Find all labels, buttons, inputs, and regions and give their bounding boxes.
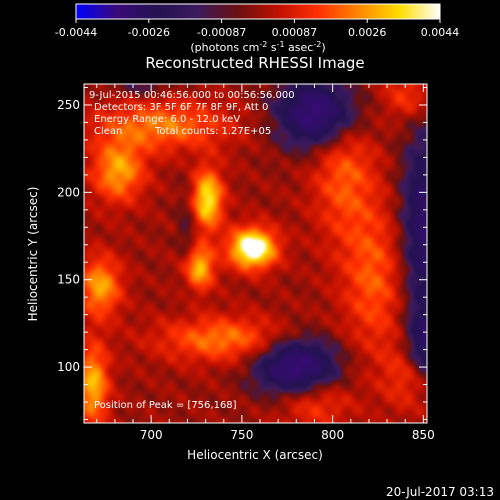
clean-method: Clean xyxy=(94,126,122,137)
y-axis-label: Heliocentric Y (arcsec) xyxy=(26,187,40,322)
x-tick-label: 700 xyxy=(140,428,163,442)
x-tick-label: 800 xyxy=(321,428,344,442)
detectors-info: Detectors: 3F 5F 6F 7F 8F 9F, Att 0 xyxy=(94,102,268,113)
colorbar-tick-label: 0.0044 xyxy=(421,26,460,39)
colorbar-tick-label: -0.0026 xyxy=(128,26,170,39)
colorbar-units: (photons cm-2 s-1 asec-2) xyxy=(190,40,325,54)
axis-ticks: 700 750 800 850 100 150 200 250 xyxy=(57,84,435,442)
colorbar-ticks: -0.0044 -0.0026 -0.00087 0.00087 0.0026 0.004… xyxy=(55,19,459,39)
x-tick-label: 850 xyxy=(412,428,435,442)
observation-time: 9-Jul-2015 00:46:56.000 to 00:56:56.000 xyxy=(89,90,295,101)
colorbar-tick-label: -0.00087 xyxy=(197,26,246,39)
y-tick-label: 100 xyxy=(57,360,80,374)
heatmap-image xyxy=(84,84,427,423)
colorbar-tick-label: 0.00087 xyxy=(272,26,318,39)
y-tick-label: 150 xyxy=(57,273,80,287)
colorbar-tick-label: 0.0026 xyxy=(348,26,387,39)
total-counts: Total counts: 1.27E+05 xyxy=(154,126,271,137)
y-tick-label: 250 xyxy=(57,98,80,112)
x-axis-label: Heliocentric X (arcsec) xyxy=(187,448,323,462)
colorbar-tick-label: -0.0044 xyxy=(55,26,97,39)
chart-title: Reconstructed RHESSI Image xyxy=(145,54,364,72)
peak-position: Position of Peak = [756,168] xyxy=(94,400,237,411)
energy-range: Energy Range: 6.0 - 12.0 keV xyxy=(94,114,240,125)
x-tick-label: 750 xyxy=(230,428,253,442)
footer-timestamp: 20-Jul-2017 03:13 xyxy=(386,485,494,499)
colorbar xyxy=(75,3,441,20)
plot-frame xyxy=(83,83,428,424)
y-tick-label: 200 xyxy=(57,185,80,199)
